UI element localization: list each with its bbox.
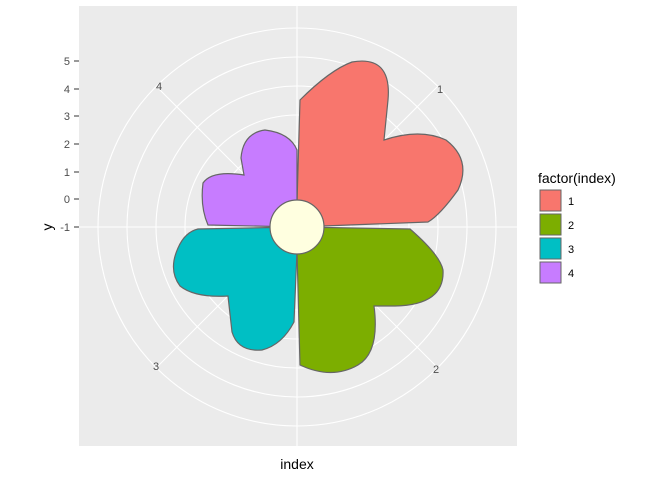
y-tick-label: 3 — [64, 111, 70, 123]
y-tick-label: 5 — [64, 56, 70, 68]
angle-tick-label: 4 — [156, 81, 162, 93]
angle-labels: 1 2 3 4 — [153, 81, 443, 376]
angle-tick-label: 2 — [433, 364, 439, 376]
center-hole — [269, 199, 325, 255]
legend-label-2: 2 — [568, 220, 574, 232]
legend-label-1: 1 — [568, 196, 574, 208]
legend-label-3: 3 — [568, 244, 574, 256]
y-axis-title: y — [39, 224, 55, 231]
y-tick-label: 1 — [64, 167, 70, 179]
y-tick-label: 2 — [64, 139, 70, 151]
petal-2 — [296, 226, 444, 374]
legend-key-1 — [539, 189, 562, 212]
legend-key-4 — [539, 261, 562, 284]
y-tick-label: 4 — [64, 84, 70, 96]
y-tick-label: 0 — [64, 194, 70, 206]
legend-key-2 — [539, 213, 562, 236]
angle-tick-label: 1 — [437, 84, 443, 96]
petal-1 — [296, 60, 464, 228]
y-axis: 5 4 3 2 1 0 -1 y — [39, 56, 79, 234]
legend-key-3 — [539, 237, 562, 260]
y-tick-label: -1 — [60, 222, 70, 234]
legend-label-4: 4 — [568, 268, 574, 280]
petal-3 — [172, 226, 298, 351]
x-axis-title: index — [280, 456, 313, 472]
angle-tick-label: 3 — [153, 361, 159, 373]
legend-title: factor(index) — [538, 170, 616, 186]
petals — [172, 60, 464, 374]
petal-4 — [201, 129, 298, 228]
legend: factor(index) 1 2 3 4 — [538, 170, 616, 284]
